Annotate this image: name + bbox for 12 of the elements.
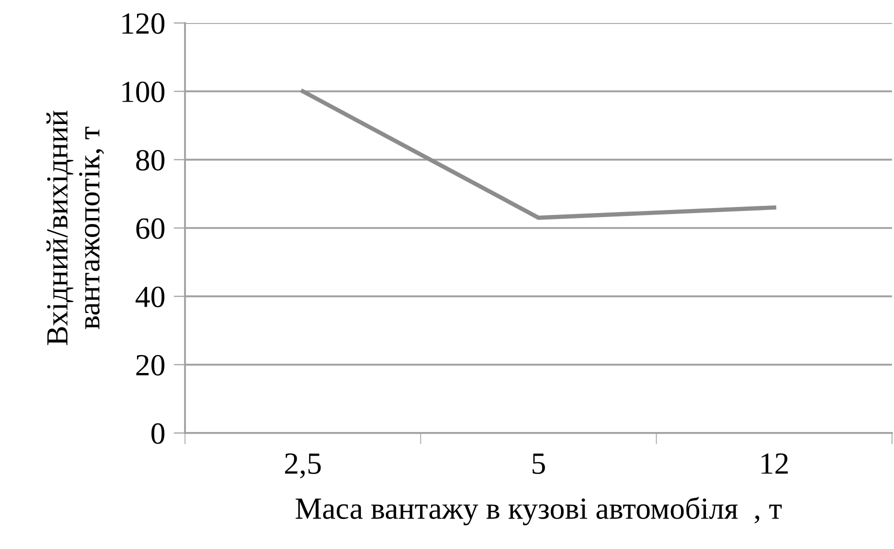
y-tick-label: 40 [136,286,164,308]
y-tick-label: 20 [136,354,164,376]
y-tick-label: 60 [136,218,164,239]
x-tick-label: 5 [532,454,545,474]
x-tick-label: 12 [762,453,788,474]
x-axis-title: Маса вантажу в кузові автомобіля , т [296,496,782,526]
x-tick-label: 2,5 [285,453,321,478]
y-tick-label: 100 [122,82,164,102]
y-tick-label: 80 [136,150,164,171]
y-axis-title: Вхідний/вихідний вантажопотік, т [46,110,104,346]
y-tick-label: 120 [122,13,164,34]
y-tick-label: 0 [151,423,164,444]
